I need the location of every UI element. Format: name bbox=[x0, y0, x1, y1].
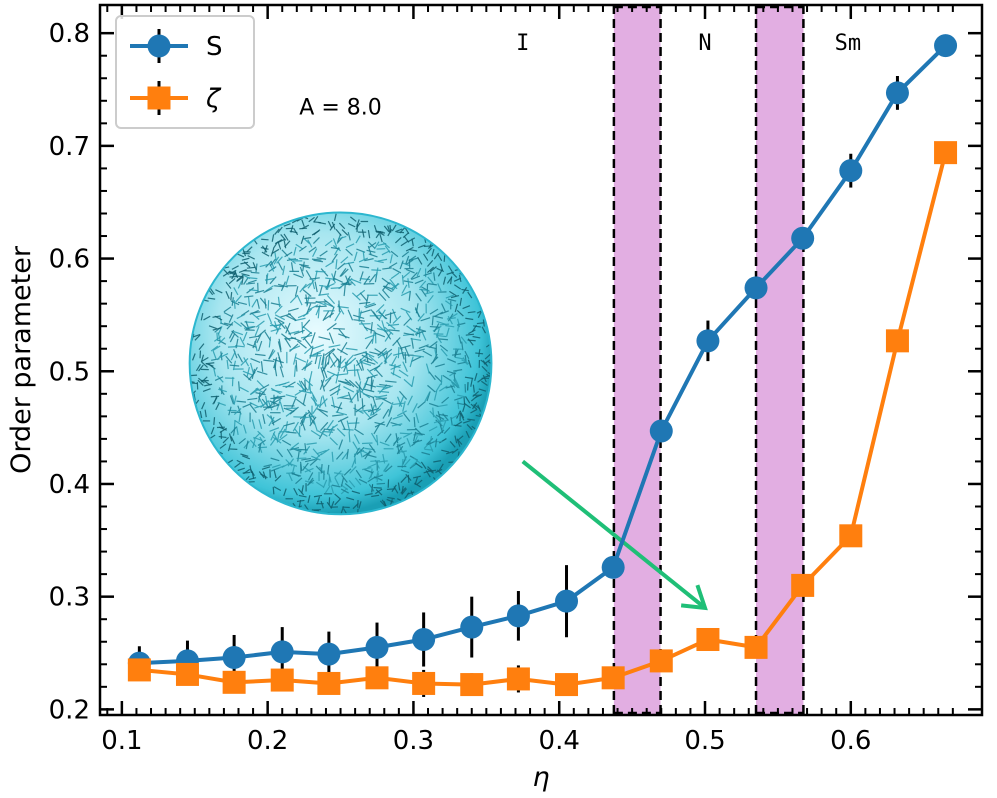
data-point bbox=[270, 640, 294, 664]
arrow-head bbox=[680, 584, 708, 611]
x-tick-label: 0.1 bbox=[101, 726, 142, 756]
x-tick-label: 0.3 bbox=[393, 726, 434, 756]
x-tick-label: 0.6 bbox=[830, 726, 871, 756]
x-tick-label: 0.2 bbox=[247, 726, 288, 756]
annotation-arrow bbox=[521, 459, 708, 611]
data-point bbox=[791, 573, 815, 597]
legend-entry-s: S bbox=[130, 29, 223, 63]
data-point bbox=[506, 667, 530, 691]
x-tick-label: 0.4 bbox=[539, 726, 580, 756]
phase-label-n: N bbox=[698, 31, 711, 56]
legend-label: S bbox=[206, 32, 223, 62]
phase-label-i: I bbox=[516, 31, 529, 56]
y-tick-label: 0.5 bbox=[49, 357, 90, 387]
data-point bbox=[839, 159, 863, 183]
data-point bbox=[885, 329, 909, 353]
data-point bbox=[222, 670, 246, 694]
legend-label: ζ bbox=[205, 84, 222, 114]
data-point bbox=[365, 635, 389, 659]
phase-label-sm: Sm bbox=[835, 31, 862, 56]
data-point bbox=[744, 276, 768, 300]
sphere-rod-texture bbox=[189, 213, 492, 515]
data-point bbox=[601, 555, 625, 579]
data-point bbox=[839, 524, 863, 548]
data-point bbox=[127, 658, 151, 682]
data-point bbox=[460, 615, 484, 639]
series-s bbox=[127, 34, 958, 682]
legend-marker bbox=[147, 86, 171, 110]
data-point bbox=[175, 662, 199, 686]
series-zeta bbox=[127, 141, 958, 697]
y-tick-label: 0.6 bbox=[49, 245, 90, 275]
data-point bbox=[460, 673, 484, 697]
data-point bbox=[317, 642, 341, 666]
x-axis-label: η bbox=[532, 762, 549, 793]
plot-frame bbox=[98, 3, 984, 717]
x-tick-label: 0.5 bbox=[684, 726, 725, 756]
transition-band-1 bbox=[613, 5, 661, 715]
y-tick-label: 0.2 bbox=[49, 695, 90, 725]
data-point bbox=[791, 226, 815, 250]
data-point bbox=[934, 34, 958, 58]
y-tick-label: 0.4 bbox=[49, 470, 90, 500]
chart-labels: η Order parameter A = 8.0 I N Sm bbox=[6, 31, 861, 793]
y-tick-label: 0.7 bbox=[49, 132, 90, 162]
y-axis-label: Order parameter bbox=[6, 245, 37, 474]
legend-entry-zeta: ζ bbox=[130, 81, 222, 115]
data-point bbox=[222, 646, 246, 670]
data-point bbox=[412, 627, 436, 651]
inset-sphere bbox=[188, 211, 493, 516]
data-point bbox=[885, 81, 909, 105]
legend: Sζ bbox=[115, 15, 255, 129]
aspect-ratio-annotation: A = 8.0 bbox=[299, 95, 381, 120]
data-point bbox=[412, 671, 436, 695]
sphere-outline bbox=[188, 211, 493, 516]
data-point bbox=[934, 141, 958, 165]
axes: 0.1 0.2 0.3 0.4 0.5 0.6 0.2 0.3 0.4 0.5 0.6 0.7 0.8 bbox=[49, 3, 984, 756]
data-point bbox=[649, 419, 673, 443]
y-tick-label: 0.8 bbox=[49, 19, 90, 49]
data-point bbox=[601, 666, 625, 690]
arrow-shaft bbox=[521, 459, 707, 610]
data-point bbox=[270, 668, 294, 692]
data-point bbox=[555, 673, 579, 697]
data-point bbox=[506, 604, 530, 628]
data-series bbox=[127, 34, 958, 697]
data-point bbox=[365, 666, 389, 690]
data-point bbox=[744, 635, 768, 659]
transition-band-2 bbox=[756, 5, 804, 715]
data-point bbox=[696, 329, 720, 353]
legend-marker bbox=[147, 34, 171, 58]
data-point bbox=[317, 671, 341, 695]
data-point bbox=[696, 627, 720, 651]
legend-box bbox=[115, 15, 255, 129]
y-tick-label: 0.3 bbox=[49, 583, 90, 613]
data-point bbox=[555, 589, 579, 613]
data-point bbox=[649, 649, 673, 673]
